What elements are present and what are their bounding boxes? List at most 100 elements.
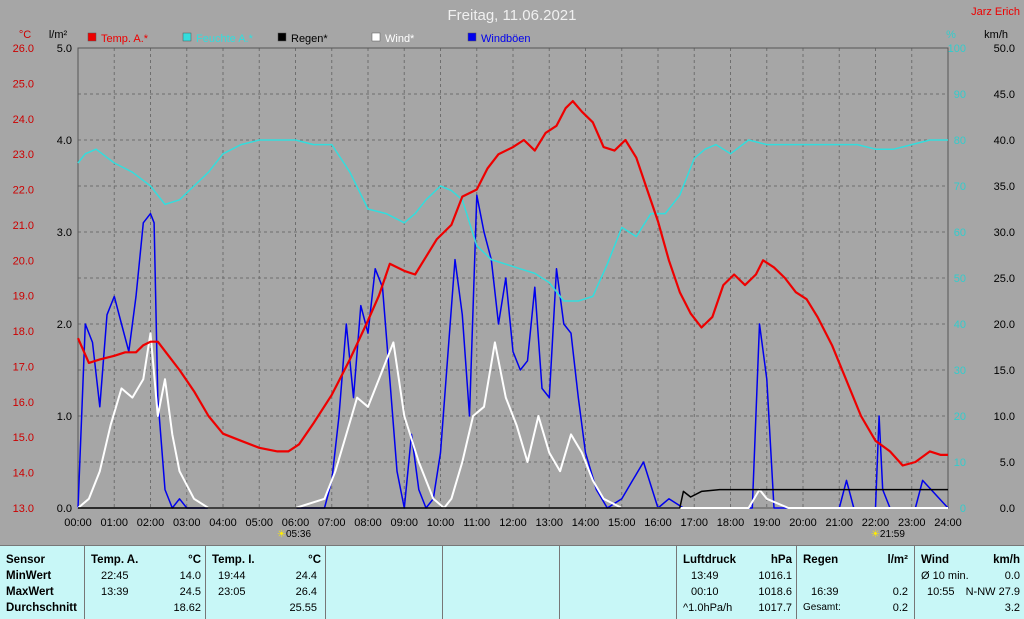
humidity-tick-label: 90	[954, 89, 966, 101]
temp-i-max-time: 23:05	[218, 586, 246, 598]
x-tick-label: 11:00	[463, 517, 490, 529]
humidity-tick-label: 80	[954, 135, 966, 147]
x-tick-label: 16:00	[644, 517, 672, 529]
temp-tick-label: 22.0	[13, 185, 34, 197]
wind-axis-label: km/h	[984, 29, 1008, 41]
wind-avg10-value: 0.0	[1004, 570, 1020, 582]
humidity-tick-label: 40	[954, 319, 966, 331]
legend-label: Windböen	[481, 33, 531, 45]
temp-tick-label: 14.0	[13, 468, 34, 480]
wind-tick-label: 5.0	[1000, 457, 1015, 469]
temp-a-min-value: 14.0	[179, 570, 201, 582]
x-tick-label: 20:00	[789, 517, 817, 529]
temp-tick-label: 26.0	[13, 43, 34, 55]
empty-column-1	[325, 546, 442, 619]
wind-tick-label: 40.0	[994, 135, 1015, 147]
x-tick-label: 05:00	[245, 517, 273, 529]
maxwert-label: MaxWert	[6, 586, 54, 598]
temp-tick-label: 21.0	[13, 220, 34, 232]
x-tick-label: 15:00	[608, 517, 636, 529]
wind-tick-label: 0.0	[1000, 503, 1015, 515]
temp-tick-label: 13.0	[13, 503, 34, 515]
rain-column: Regen l/m² 16:39 0.2 Gesamt: 0.2	[796, 546, 914, 619]
temp-a-max-time: 13:39	[101, 586, 129, 598]
temp-tick-label: 19.0	[13, 291, 34, 303]
rain-tick-label: 0.0	[57, 503, 72, 515]
temp-i-min-value: 24.4	[295, 570, 317, 582]
legend-label: Feuchte A.*	[196, 33, 254, 45]
x-tick-label: 18:00	[717, 517, 745, 529]
temp-tick-label: 25.0	[13, 78, 34, 90]
wind-tick-label: 35.0	[994, 181, 1015, 193]
temp-a-max-value: 24.5	[179, 586, 201, 598]
rain-total-value: 0.2	[892, 602, 908, 614]
empty-column-3	[559, 546, 676, 619]
series-line-rain	[78, 488, 948, 509]
axis-labels: 00:00 01:00 02:00 03:00 04:00 05:00 06:00 07:00…	[13, 29, 1015, 540]
temp-tick-label: 17.0	[13, 361, 34, 373]
humidity-tick-label: 60	[954, 227, 966, 239]
pressure-max-value: 1018.6	[758, 586, 792, 598]
legend-label: Wind*	[385, 33, 415, 45]
humidity-tick-label: 10	[954, 457, 966, 469]
temp-tick-label: 20.0	[13, 255, 34, 267]
humidity-tick-label: 70	[954, 181, 966, 193]
legend-swatch	[277, 32, 287, 42]
pressure-min-value: 1016.1	[758, 570, 792, 582]
rain-max-value: 0.2	[892, 586, 908, 598]
series-line-humidity	[77, 139, 948, 302]
sensor-column: Sensor MinWert MaxWert Durchschnitt	[0, 546, 84, 619]
x-tick-label: 00:00	[64, 517, 92, 529]
chart-background	[0, 0, 1024, 545]
sunset-label: 21:59	[880, 529, 905, 540]
rain-tick-label: 5.0	[57, 43, 72, 55]
wind-tick-label: 20.0	[994, 319, 1015, 331]
temp-a-column: Temp. A. °C 22:45 14.0 13:39 24.5 18.62	[84, 546, 205, 619]
rain-total-label: Gesamt:	[803, 602, 841, 613]
temp-tick-label: 24.0	[13, 114, 34, 126]
stats-panel: Sensor MinWert MaxWert Durchschnitt Temp…	[0, 545, 1024, 619]
wind-header: Wind	[921, 554, 949, 566]
temp-i-average: 25.55	[289, 602, 317, 614]
empty-column-2	[442, 546, 559, 619]
temp-tick-label: 16.0	[13, 397, 34, 409]
x-tick-label: 23:00	[898, 517, 926, 529]
pressure-column: Luftdruck hPa 13:49 1016.1 00:10 1018.6 ^1.…	[676, 546, 796, 619]
series-line-wind	[77, 194, 949, 509]
rain-max-time: 16:39	[811, 586, 839, 598]
x-tick-label: 14:00	[572, 517, 600, 529]
wind-avg10-label: Ø 10 min.	[921, 570, 969, 582]
legend-swatch	[467, 32, 477, 42]
durchschnitt-label: Durchschnitt	[6, 602, 77, 614]
temp-axis-label: °C	[19, 29, 31, 41]
series-layer	[76, 99, 949, 509]
sunrise-icon: ☀	[277, 529, 286, 540]
pressure-unit: hPa	[770, 554, 792, 566]
wind-column: Wind km/h Ø 10 min. 0.0 10:55 N-NW 27.9 3.2	[914, 546, 1024, 619]
temp-i-column: Temp. I. °C 19:44 24.4 23:05 26.4 25.55	[205, 546, 325, 619]
x-tick-label: 02:00	[137, 517, 165, 529]
humidity-tick-label: 0	[960, 503, 966, 515]
x-tick-label: 06:00	[282, 517, 310, 529]
wind-tick-label: 50.0	[994, 43, 1015, 55]
legend-swatch	[87, 32, 97, 42]
x-tick-label: 24:00	[934, 517, 962, 529]
wind-tick-label: 15.0	[994, 365, 1015, 377]
wind-gust-value: N-NW 27.9	[965, 586, 1020, 598]
wind-tick-label: 45.0	[994, 89, 1015, 101]
wind-unit: km/h	[993, 554, 1020, 566]
temp-tick-label: 23.0	[13, 149, 34, 161]
x-tick-label: 04:00	[209, 517, 237, 529]
x-tick-label: 21:00	[825, 517, 853, 529]
wind-tick-label: 25.0	[994, 273, 1015, 285]
x-tick-label: 19:00	[753, 517, 781, 529]
wind-tick-label: 30.0	[994, 227, 1015, 239]
author-label: Jarz Erich	[971, 6, 1020, 18]
pressure-header: Luftdruck	[683, 554, 737, 566]
humidity-tick-label: 20	[954, 411, 966, 423]
x-tick-label: 01:00	[100, 517, 128, 529]
legend-swatch	[371, 32, 381, 42]
x-tick-label: 10:00	[427, 517, 455, 529]
chart-title: Freitag, 11.06.2021	[448, 7, 577, 24]
rain-tick-label: 1.0	[57, 411, 72, 423]
